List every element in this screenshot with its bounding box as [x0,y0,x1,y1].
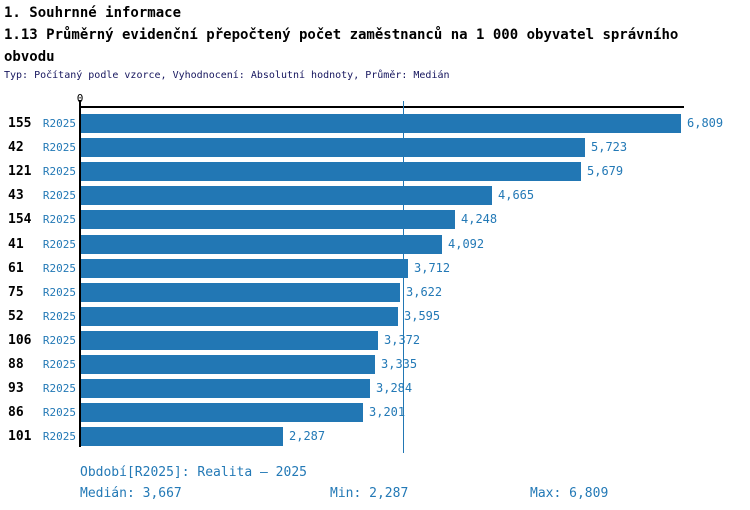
row-id-label: 61 [8,261,24,276]
row-id-label: 121 [8,164,32,179]
row-series-label: R2025 [42,213,76,226]
bar-value-label: 4,665 [498,188,535,202]
median-stat: Medián: 3,667 [80,486,182,501]
row-id-label: 42 [8,140,24,155]
row-series-label: R2025 [42,117,76,130]
min-stat-label: Min: [330,486,362,501]
row-series-label: R2025 [42,358,76,371]
row-series-label: R2025 [42,430,76,443]
row-id-label: 52 [8,309,24,324]
bar [81,427,283,446]
bar [81,235,442,254]
bar-value-label: 4,248 [461,212,498,226]
x-axis-line [80,106,684,108]
row-id-label: 154 [8,212,32,227]
period-legend: Období[R2025]: Realita – 2025 [80,465,307,480]
bar [81,403,363,422]
row-series-label: R2025 [42,238,76,251]
median-stat-label: Medián: [80,486,135,501]
bar [81,114,681,133]
indicator-title: 1.13 Průměrný evidenční přepočtený počet… [4,27,679,65]
row-id-label: 155 [8,116,32,131]
bar [81,355,375,374]
row-series-label: R2025 [42,286,76,299]
row-series-label: R2025 [42,189,76,202]
axis-zero-label: 0 [76,92,84,105]
row-id-label: 106 [8,333,32,348]
section-title: 1. Souhrnné informace [4,5,182,21]
bar [81,162,581,181]
report-header: 1. Souhrnné informace 1.13 Průměrný evid… [4,2,744,83]
row-id-label: 93 [8,381,24,396]
bar [81,331,378,350]
median-stat-value: 3,667 [142,486,182,501]
bar-value-label: 6,809 [687,116,724,130]
bar-value-label: 5,723 [591,140,628,154]
max-stat: Max: 6,809 [530,486,608,501]
bar [81,210,455,229]
max-stat-value: 6,809 [569,486,609,501]
row-series-label: R2025 [42,334,76,347]
row-id-label: 86 [8,405,24,420]
bar-value-label: 3,712 [414,261,451,275]
bar-value-label: 3,284 [376,381,413,395]
bar [81,186,492,205]
bar-value-label: 3,595 [404,309,441,323]
row-series-label: R2025 [42,310,76,323]
bar [81,259,408,278]
bar-value-label: 3,372 [384,333,421,347]
row-id-label: 75 [8,285,24,300]
bar [81,283,400,302]
row-id-label: 43 [8,188,24,203]
bar-value-label: 3,622 [406,285,443,299]
row-series-label: R2025 [42,165,76,178]
bar-value-label: 3,201 [369,405,406,419]
bar-value-label: 2,287 [289,429,326,443]
row-series-label: R2025 [42,141,76,154]
row-series-label: R2025 [42,262,76,275]
row-id-label: 101 [8,429,32,444]
max-stat-label: Max: [530,486,562,501]
y-axis-line [79,100,81,447]
bar [81,379,370,398]
meta-line: Typ: Počítaný podle vzorce, Vyhodnocení:… [4,70,450,81]
bar-value-label: 5,679 [587,164,624,178]
bar-value-label: 4,092 [448,237,485,251]
row-series-label: R2025 [42,382,76,395]
row-series-label: R2025 [42,406,76,419]
row-id-label: 88 [8,357,24,372]
row-id-label: 41 [8,237,24,252]
min-stat-value: 2,287 [369,486,409,501]
bar [81,307,398,326]
bar [81,138,585,157]
bar-value-label: 3,335 [381,357,418,371]
min-stat: Min: 2,287 [330,486,408,501]
